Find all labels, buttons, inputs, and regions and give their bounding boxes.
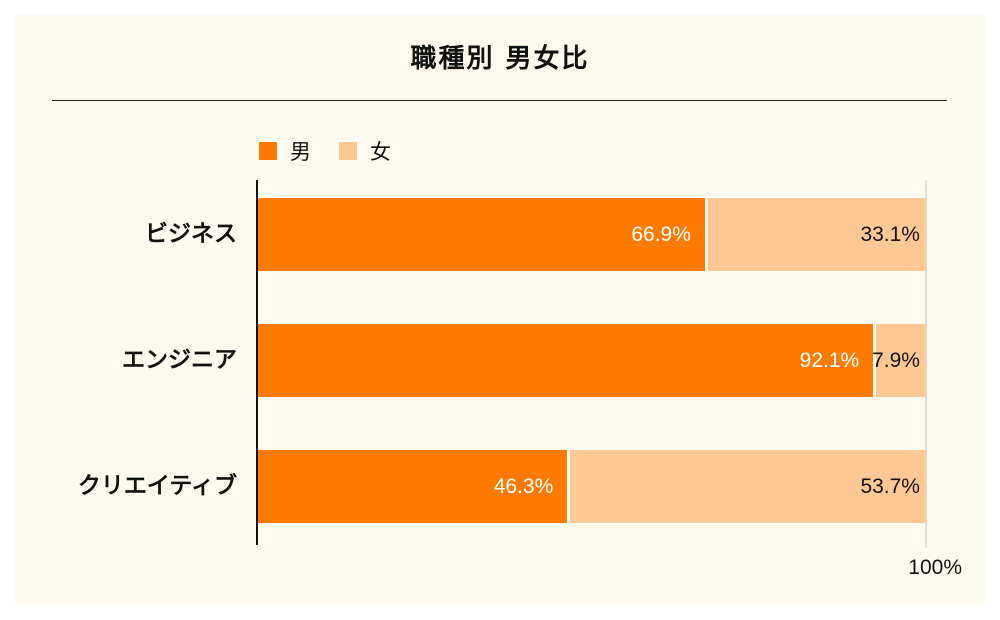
bar-segment-female: 7.9% (872, 324, 926, 397)
bar-segment-male: 92.1% (258, 324, 874, 397)
legend-swatch-female (339, 142, 357, 160)
bar-segment-male: 46.3% (258, 450, 568, 523)
x-tick-label-100: 100% (908, 556, 962, 579)
chart-title: 職種別 男女比 (410, 44, 590, 74)
category-label-business: ビジネス (145, 221, 237, 247)
gridline-100 (925, 180, 927, 548)
category-label-creative: クリエイティブ (77, 473, 237, 499)
bar-business: 66.9% 33.1% (258, 198, 926, 271)
bar-engineer: 92.1% 7.9% (258, 324, 926, 397)
legend-item-female: 女 (339, 136, 391, 166)
legend-swatch-male (259, 142, 277, 160)
bar-segment-female: 33.1% (704, 198, 926, 271)
bar-segment-male: 66.9% (258, 198, 705, 271)
legend: 男 女 (259, 136, 419, 166)
legend-item-male: 男 (259, 136, 311, 166)
legend-label-female: 女 (370, 140, 391, 164)
title-divider (52, 100, 947, 101)
y-axis-line (256, 180, 258, 545)
category-label-engineer: エンジニア (122, 347, 237, 373)
bar-segment-female: 53.7% (567, 450, 926, 523)
legend-label-male: 男 (290, 140, 311, 164)
bar-creative: 46.3% 53.7% (258, 450, 926, 523)
